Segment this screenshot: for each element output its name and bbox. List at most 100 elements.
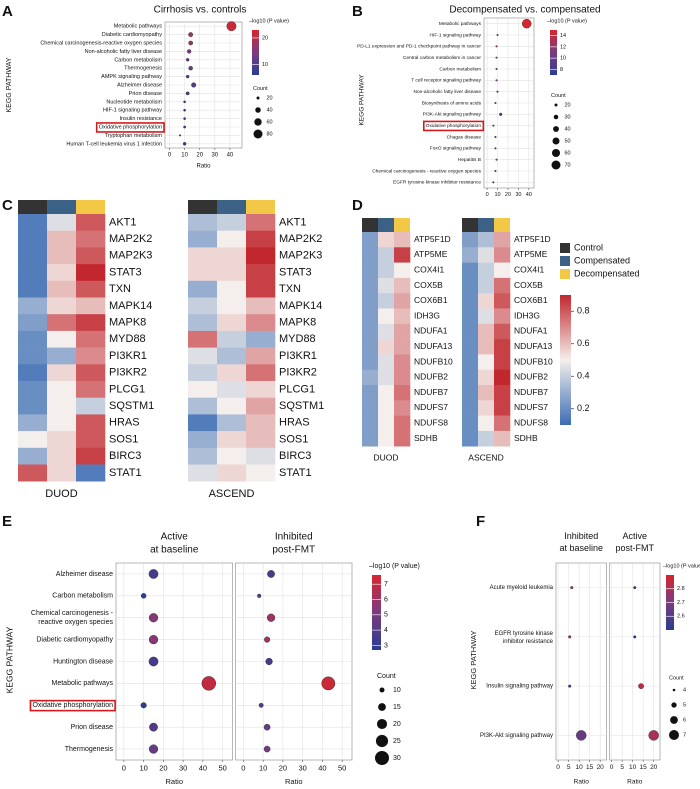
heatmap-cell: [188, 230, 218, 248]
category-label: Chemical carcinogenesis - reactive oxyge…: [372, 168, 481, 174]
dot: [185, 74, 190, 79]
size-legend-label: 5: [683, 702, 686, 708]
column-header: [378, 218, 394, 232]
heatmap-cell: [217, 364, 247, 382]
heatmap-cell: [478, 385, 495, 401]
x-tick-label: 10: [259, 763, 267, 772]
category-label: Human T-cell leukemia virus 1 infection: [66, 141, 162, 147]
heatmap-cell: [478, 339, 495, 355]
heatmap-cell: [18, 364, 48, 382]
dot: [183, 117, 186, 120]
size-legend-title: Count: [669, 675, 684, 681]
heatmap-cell: [18, 264, 48, 282]
x-tick-label: 15: [586, 764, 594, 771]
gene-label: AKT1: [109, 216, 137, 228]
gene-label: MAPK8: [279, 316, 316, 328]
dot: [638, 683, 644, 689]
heatmap-cell: [246, 314, 276, 332]
colorbar-tick-label: 7: [384, 581, 388, 588]
heatmap-cell: [188, 314, 218, 332]
heatmap-cell: [478, 247, 495, 263]
category-label: Huntington disease: [53, 658, 113, 665]
heatmap-cell: [47, 364, 77, 382]
heatmap-cell: [47, 230, 77, 248]
heatmap-cell: [494, 369, 511, 386]
heatmap-cell: [378, 354, 395, 370]
category-label: Metabolic pathways: [52, 680, 114, 687]
heatmap-cell: [188, 330, 218, 348]
category-label: Insulin signaling pathway: [486, 684, 553, 690]
heatmap-cell: [18, 381, 48, 398]
heatmap-cell: [47, 414, 77, 432]
heatmap-cell: [217, 230, 247, 248]
gene-label: STAT3: [279, 266, 312, 278]
gene-label: ATP5F1D: [514, 234, 551, 244]
dot: [191, 82, 197, 88]
x-axis-label: Ratio: [165, 777, 183, 786]
facet-title: Active post-FMT: [615, 531, 654, 553]
chart-title: Decompensated vs. compensated: [449, 5, 600, 16]
gene-label: SQSTM1: [109, 400, 154, 412]
heatmap-cell: [478, 354, 495, 370]
gene-label: COX4I1: [414, 265, 445, 275]
colorbar-tick-label: 10: [262, 62, 268, 68]
category-label: Prion disease: [129, 91, 162, 97]
heatmap-cell: [188, 297, 218, 315]
heatmap-cell: [246, 364, 276, 382]
y-axis-label: KEGG PATHWAY: [359, 74, 366, 126]
gene-label: HRAS: [279, 417, 310, 429]
gene-label: NDUFB7: [414, 387, 448, 397]
column-header: [478, 218, 494, 232]
gene-label: NDUFA13: [514, 341, 553, 351]
legend-label: Control: [574, 242, 603, 252]
dot: [266, 613, 276, 622]
dot: [264, 636, 271, 643]
gene-label: PI3KR2: [109, 367, 147, 379]
gene-label: COX6B1: [514, 295, 548, 305]
heatmap-cell: [47, 381, 77, 398]
heatmap-cell: [494, 308, 511, 325]
category-label: Metabolic pathways: [114, 24, 163, 30]
panel-letter: A: [2, 3, 13, 20]
heatmap-cell: [362, 339, 379, 355]
x-tick-label: 30: [515, 192, 521, 198]
dot: [495, 56, 498, 59]
heatmap-cell: [394, 339, 411, 355]
heatmap-cell: [462, 247, 479, 263]
x-tick-label: 10: [576, 764, 584, 771]
gene-label: PI3KR1: [279, 350, 317, 362]
group-label: ASCEND: [209, 488, 255, 500]
dot: [149, 722, 158, 732]
gene-label: PLCG1: [279, 383, 315, 395]
x-axis-label: Ratio: [196, 164, 211, 170]
heatmap-cell: [47, 330, 77, 348]
heatmap-cell: [188, 447, 218, 465]
dot: [148, 569, 159, 579]
category-label: AMPK signaling pathway: [101, 74, 162, 80]
dot: [140, 702, 147, 709]
heatmap-cell: [246, 464, 276, 482]
gene-label: ATP5F1D: [414, 234, 451, 244]
size-legend-label: 50: [565, 138, 571, 144]
x-tick-label: 0: [241, 763, 245, 772]
heatmap-cell: [76, 364, 106, 382]
heatmap-cell: [246, 264, 276, 282]
heatmap-cell: [394, 323, 411, 340]
heatmap-cell: [362, 323, 379, 340]
size-legend-label: 30: [393, 755, 401, 762]
category-label: Oxidative phosphorylation: [32, 702, 113, 709]
colorbar-tick-label: 6: [384, 596, 388, 603]
category-label: Diabetic cardiomyopathy: [102, 32, 162, 38]
heatmap-cell: [76, 214, 106, 231]
x-tick-label: 30: [211, 153, 218, 159]
size-legend-dot: [553, 114, 559, 120]
gene-label: MAP2K3: [279, 250, 322, 262]
category-label: Thermogenesis: [65, 746, 114, 753]
colorbar-tick-label: 5: [384, 612, 388, 619]
colorbar-tick-label: 0.2: [577, 403, 590, 413]
dot: [183, 125, 187, 129]
gene-label: IDH3G: [414, 310, 440, 320]
heatmap-cell: [18, 214, 48, 231]
x-tick-label: 40: [227, 153, 234, 159]
gene-label: NDUFB2: [414, 372, 448, 382]
